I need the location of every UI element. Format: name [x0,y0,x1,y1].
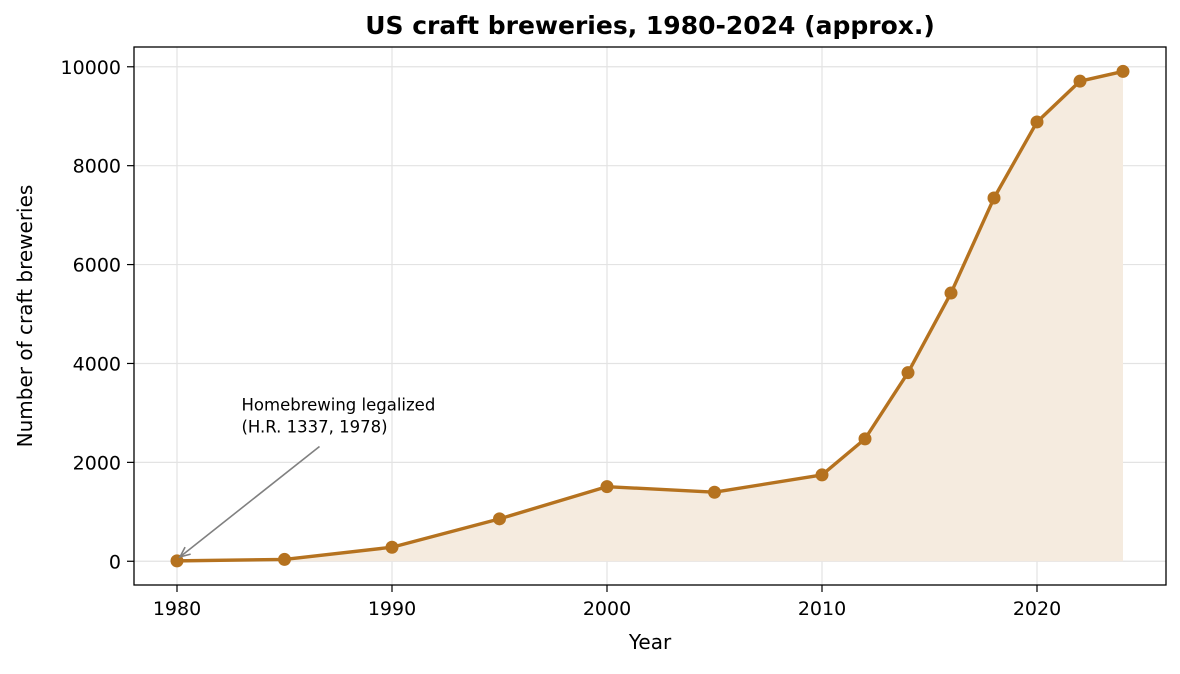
data-points [170,64,1130,568]
annotation-arrowhead [178,546,191,559]
series-line-layer [176,69,1124,563]
y-axis-ticks: 0 2000 4000 6000 8000 10000 [61,57,134,573]
x-tick-label: 1990 [368,598,416,620]
series-line [176,69,1124,563]
y-tick-label: 6000 [73,255,121,277]
x-tick-label: 2000 [583,598,631,620]
annotation-line: Homebrewing legalized [242,395,436,414]
data-point [815,468,829,482]
area-fill-layer [177,71,1123,562]
data-point [278,552,291,566]
data-point [944,286,958,300]
data-point [1030,115,1044,129]
plot-frame [133,46,1167,586]
data-point [600,480,614,494]
area-fill [177,71,1123,562]
y-axis-label: Number of craft breweries [13,185,37,448]
x-tick-label: 2020 [1013,598,1061,620]
x-tick-label: 1980 [153,598,201,620]
chart-title: US craft breweries, 1980-2024 (approx.) [365,11,935,40]
y-tick-label: 2000 [73,452,121,474]
data-point [493,512,506,526]
y-tick-label: 4000 [73,353,121,375]
annotation-line: (H.R. 1337, 1978) [242,417,388,436]
data-point [385,540,399,554]
x-axis-label: Year [628,630,672,654]
y-tick-label: 8000 [73,156,121,178]
data-point [1116,64,1130,78]
annotation-text: Homebrewing legalized (H.R. 1337, 1978) [242,395,436,436]
data-point [858,432,872,446]
y-tick-label: 10000 [61,57,121,79]
data-point [987,191,1001,205]
data-point [1073,74,1087,88]
annotation: Homebrewing legalized (H.R. 1337, 1978) [178,395,436,559]
annotation-arrow [179,445,320,558]
data-point [708,485,721,499]
data-point [901,366,915,380]
x-axis-ticks: 1980 1990 2000 2010 2020 [153,585,1061,620]
x-tick-label: 2010 [798,598,846,620]
y-tick-label: 0 [109,551,121,573]
